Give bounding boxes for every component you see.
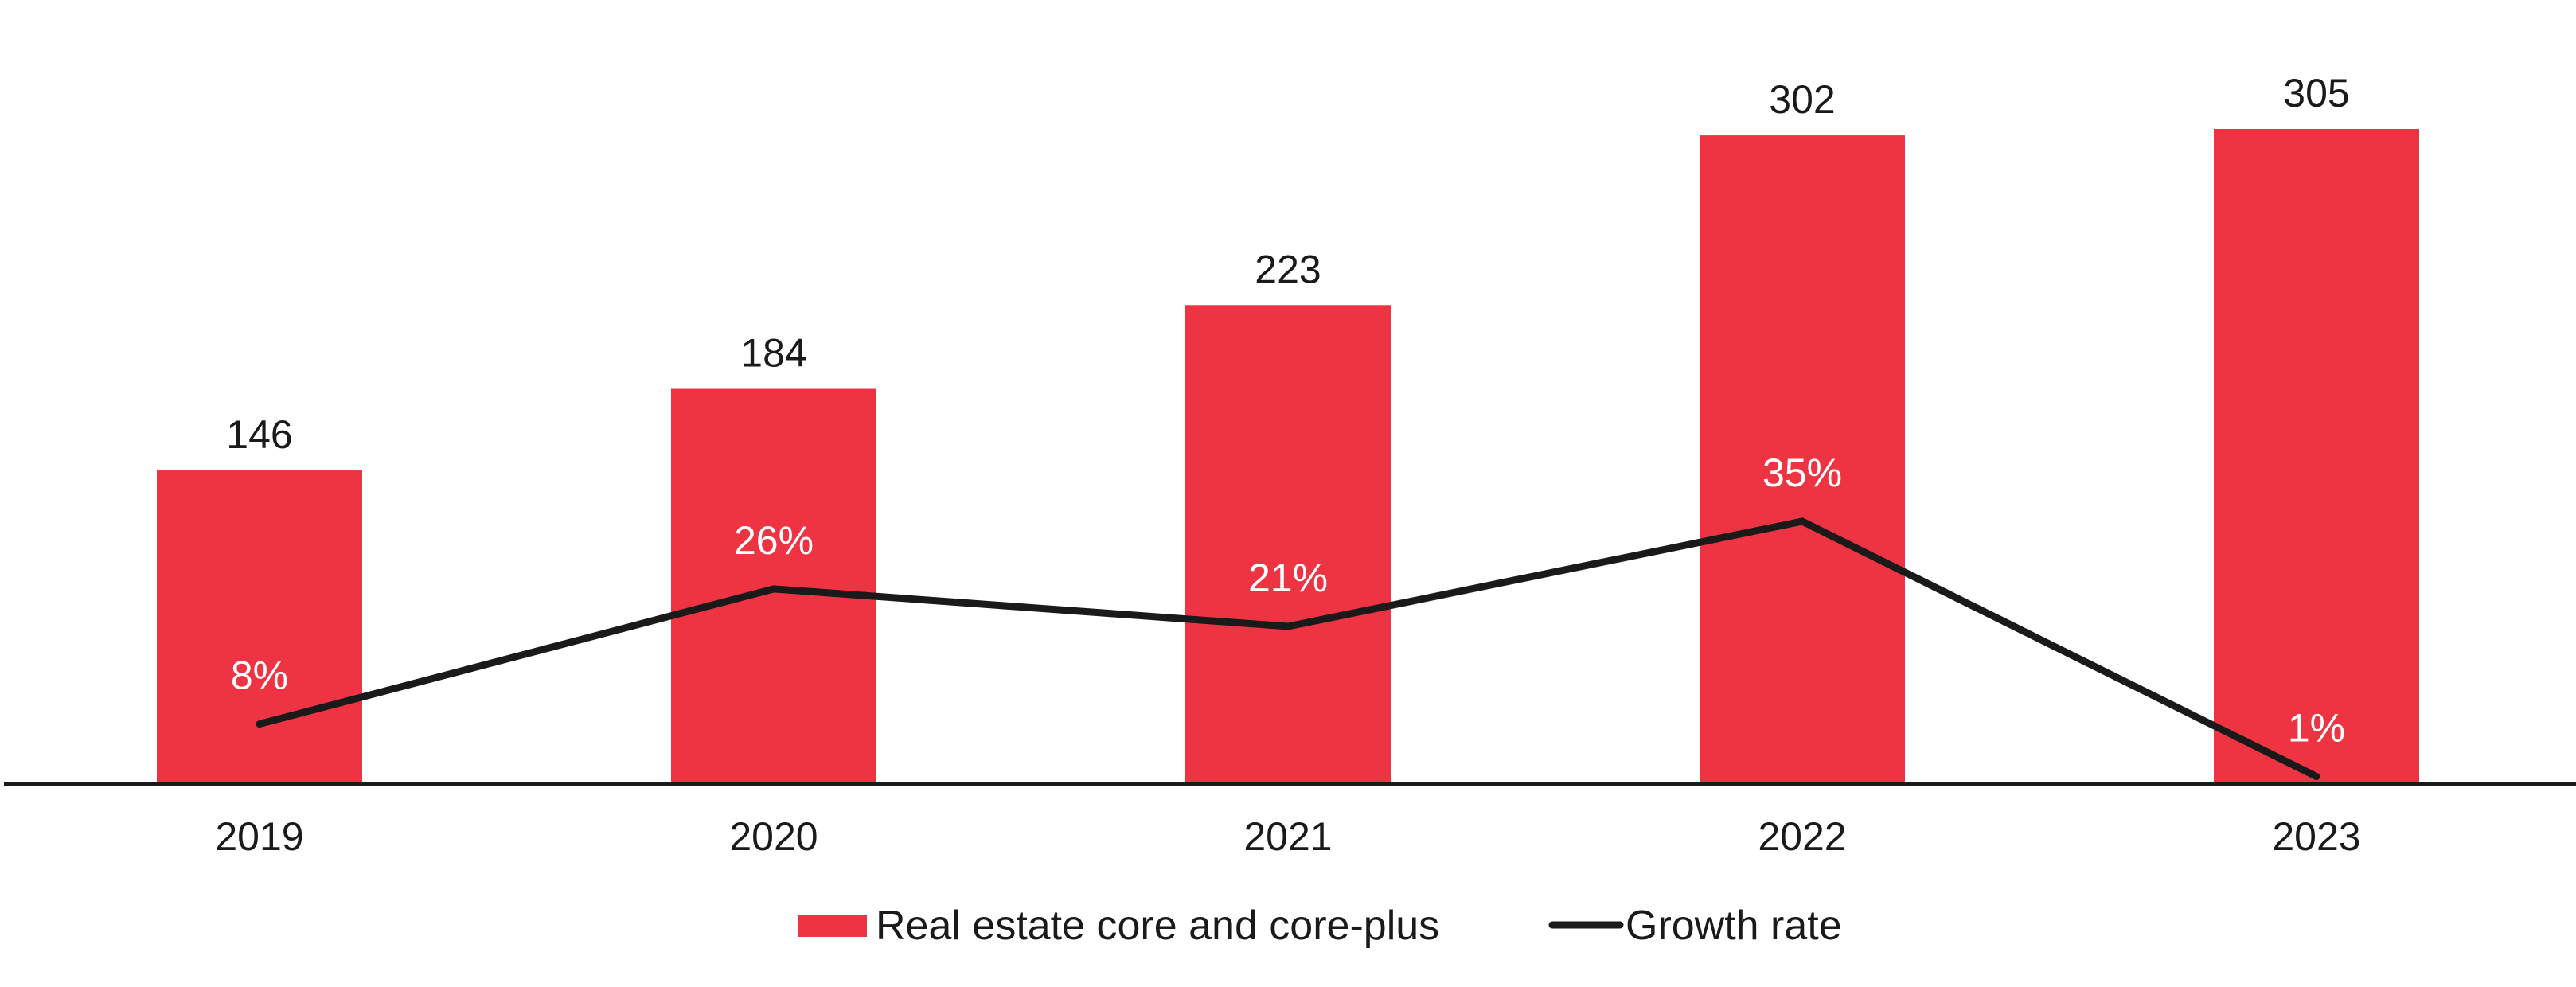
bar-2023 [2214,129,2419,784]
x-tick-label-2022: 2022 [1758,814,1846,859]
legend: Real estate core and core-plus Growth ra… [798,903,1842,949]
legend-label-growth: Growth rate [1626,903,1842,949]
growth-label-2021: 21% [1248,556,1328,600]
x-tick-labels: 2019 2020 2021 2022 2023 [215,814,2360,859]
bar-value-label-2023: 305 [2283,71,2349,115]
growth-label-2020: 26% [734,518,814,563]
legend-item-bars: Real estate core and core-plus [798,903,1439,949]
x-tick-label-2021: 2021 [1243,814,1332,859]
growth-label-2023: 1% [2288,706,2345,751]
x-tick-label-2019: 2019 [215,814,303,859]
bars-layer [157,129,2419,784]
bar-value-label-2021: 223 [1255,247,1321,291]
bar-value-label-2019: 146 [226,412,292,457]
bar-2019 [157,470,362,784]
growth-label-2022: 35% [1762,451,1842,495]
x-tick-label-2020: 2020 [729,814,818,859]
bar-value-label-2020: 184 [740,331,806,376]
x-tick-label-2023: 2023 [2272,814,2360,859]
bar-value-label-2022: 302 [1769,77,1835,122]
bar-2021 [1185,305,1391,784]
legend-label-bars: Real estate core and core-plus [876,903,1439,949]
legend-item-line: Growth rate [1552,903,1842,949]
growth-label-2019: 8% [231,653,288,698]
legend-swatch-bar [798,915,867,937]
